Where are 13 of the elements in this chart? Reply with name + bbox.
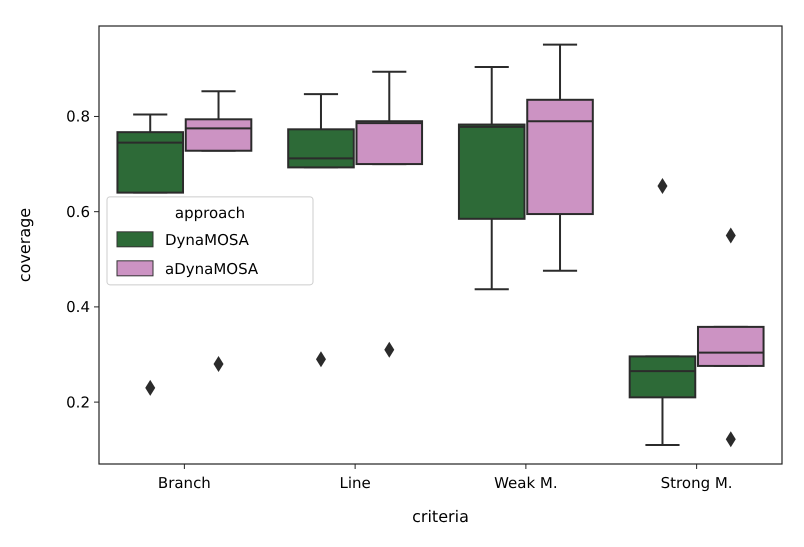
y-tick-label: 0.2 (66, 393, 90, 412)
x-tick-label: Line (339, 474, 371, 492)
x-tick-label: Branch (158, 474, 211, 492)
legend-label: DynaMOSA (165, 231, 250, 250)
x-tick-label: Strong M. (660, 474, 733, 492)
legend-label: aDynaMOSA (165, 260, 259, 278)
y-axis-title: coverage (15, 208, 34, 282)
y-tick-label: 0.6 (66, 202, 90, 221)
legend-title: approach (174, 204, 246, 222)
x-axis-title: criteria (412, 507, 469, 526)
y-tick-label: 0.8 (66, 108, 90, 126)
x-tick-label: Weak M. (494, 474, 558, 492)
y-tick-label: 0.4 (66, 298, 90, 316)
